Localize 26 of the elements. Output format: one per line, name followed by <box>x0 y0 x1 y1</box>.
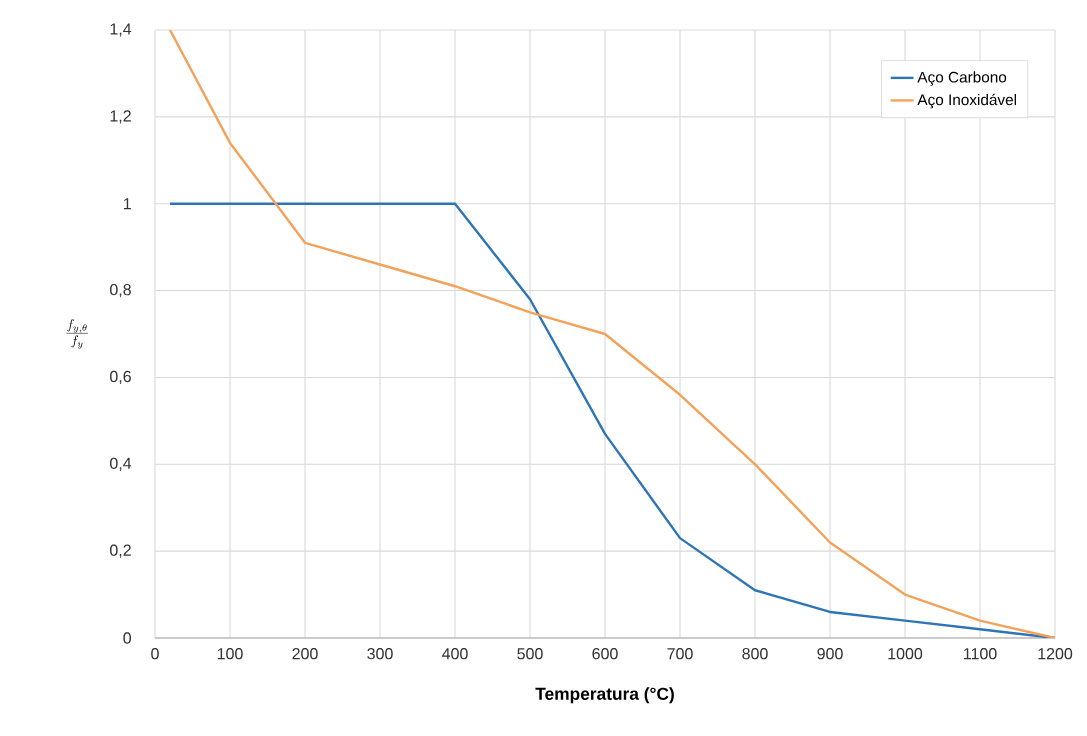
legend-label: Aço Carbono <box>917 71 1007 86</box>
x-axis-title: Temperatura (°C) <box>535 687 674 704</box>
x-tick-label: 400 <box>442 648 468 660</box>
x-tick-label: 0 <box>151 648 159 660</box>
x-tick-label: 1100 <box>964 648 997 660</box>
x-tick-label: 500 <box>517 648 543 660</box>
y-axis-title: $\frac{f_{y,\theta}}{f_y}$ <box>66 319 88 349</box>
y-tick-label: 1,2 <box>110 110 131 124</box>
x-tick-label: 100 <box>217 648 243 660</box>
x-tick-label: 800 <box>742 648 768 660</box>
legend-label: Aço Inoxidável <box>917 93 1017 109</box>
y-tick-label: 1 <box>123 198 131 210</box>
x-tick-label: 600 <box>592 648 618 660</box>
y-tick-label: 0,6 <box>110 370 131 385</box>
line-series <box>168 29 1056 638</box>
x-tick-label: 1000 <box>888 648 923 660</box>
x-tick-label: 900 <box>817 648 843 660</box>
y-tick-label: 0,4 <box>110 457 132 471</box>
x-tick-label: 200 <box>292 648 318 660</box>
y-tick-label: 0 <box>123 632 132 644</box>
y-tick-label: 0,8 <box>110 283 131 298</box>
y-tick-label: 0,2 <box>110 544 131 558</box>
x-tick-label: 300 <box>367 648 393 660</box>
x-tick-label: 700 <box>667 648 693 660</box>
y-tick-label: 1,4 <box>110 23 132 37</box>
x-tick-label: 1200 <box>1038 648 1073 660</box>
